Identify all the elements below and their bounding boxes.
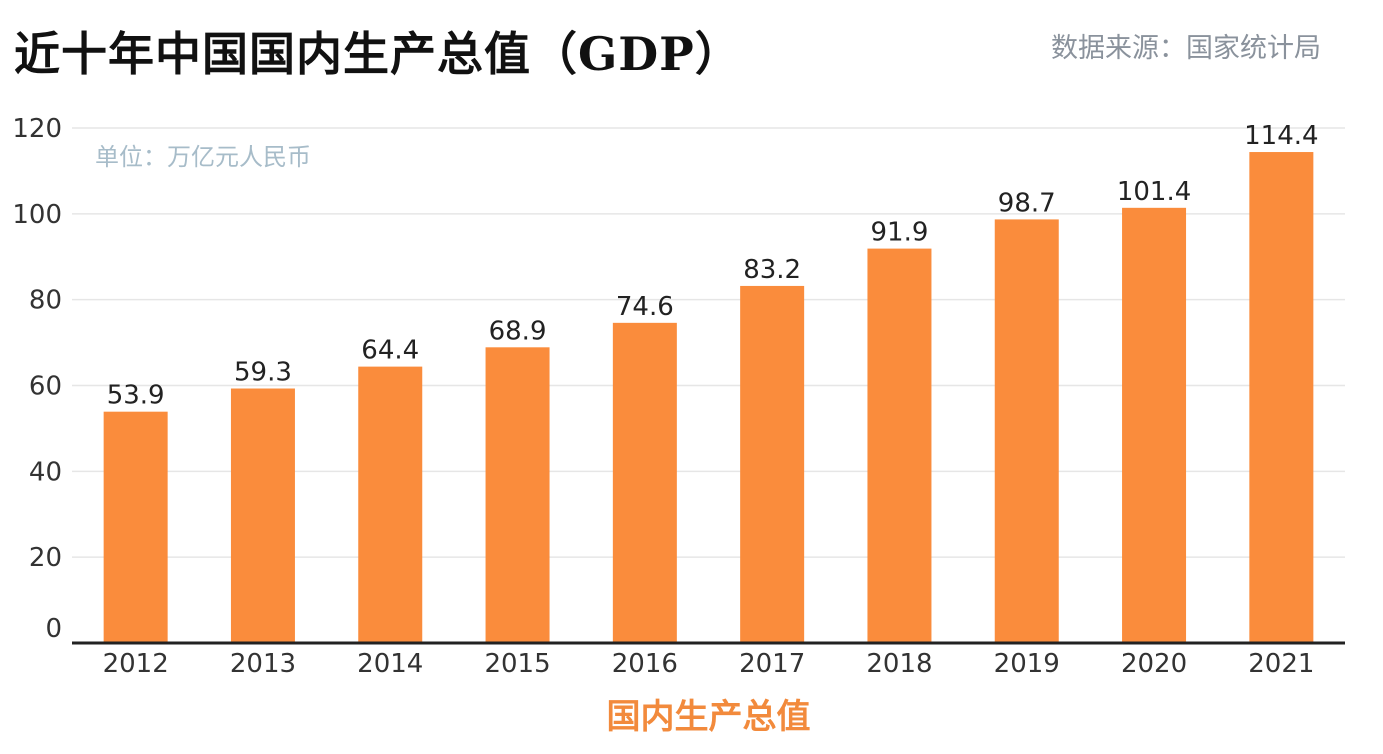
x-tick-label-2017: 2017 [739,649,805,679]
x-axis-label: 国内生产总值 [607,697,811,737]
bar-2014 [358,366,423,643]
bars [103,152,1314,644]
x-tick-label-2018: 2018 [866,649,932,679]
value-label-2017: 83.2 [743,255,801,285]
bar-2013 [230,388,295,643]
x-tick-label-2019: 2019 [994,649,1060,679]
y-tick-label: 60 [29,372,62,402]
value-labels: 53.9 59.3 64.4 68.9 74.6 83.2 91.9 98.7 101.4 114… [107,121,1319,411]
value-label-2013: 59.3 [234,358,292,388]
bar-2019 [994,219,1059,643]
bar-2016 [612,322,677,643]
x-axis-ticks: 2012 2013 2014 2015 2016 2017 2018 2019 2020 2021 [103,649,1315,679]
x-tick-label-2021: 2021 [1248,649,1314,679]
value-label-2018: 91.9 [871,218,929,248]
bar-2018 [867,248,932,644]
y-tick-label: 0 [45,614,62,644]
x-tick-label-2012: 2012 [103,649,169,679]
chart-title: 近十年中国国内生产总值（GDP） [14,27,742,81]
y-tick-label: 40 [29,457,62,487]
y-tick-label: 80 [29,286,62,316]
bar-2021 [1249,152,1314,644]
x-tick-label-2013: 2013 [230,649,296,679]
x-tick-label-2020: 2020 [1121,649,1187,679]
bar-2017 [740,285,805,643]
x-tick-label-2015: 2015 [484,649,550,679]
value-label-2016: 74.6 [616,292,674,322]
bar-2020 [1122,207,1187,643]
x-tick-label-2016: 2016 [612,649,678,679]
value-label-2019: 98.7 [998,188,1056,218]
y-tick-label: 100 [12,200,62,230]
unit-note: 单位：万亿元人民币 [95,143,311,171]
value-label-2014: 64.4 [361,336,419,366]
y-axis-ticks: 0 20 40 60 80 100 120 [12,114,62,644]
value-label-2021: 114.4 [1244,121,1318,151]
bar-2012 [103,411,168,643]
value-label-2012: 53.9 [107,381,165,411]
value-label-2015: 68.9 [489,316,547,346]
x-tick-label-2014: 2014 [357,649,423,679]
y-tick-label: 120 [12,114,62,144]
value-label-2020: 101.4 [1117,177,1191,207]
y-tick-label: 20 [29,543,62,573]
data-source-note: 数据来源：国家统计局 [1051,33,1321,64]
bar-2015 [485,347,550,643]
